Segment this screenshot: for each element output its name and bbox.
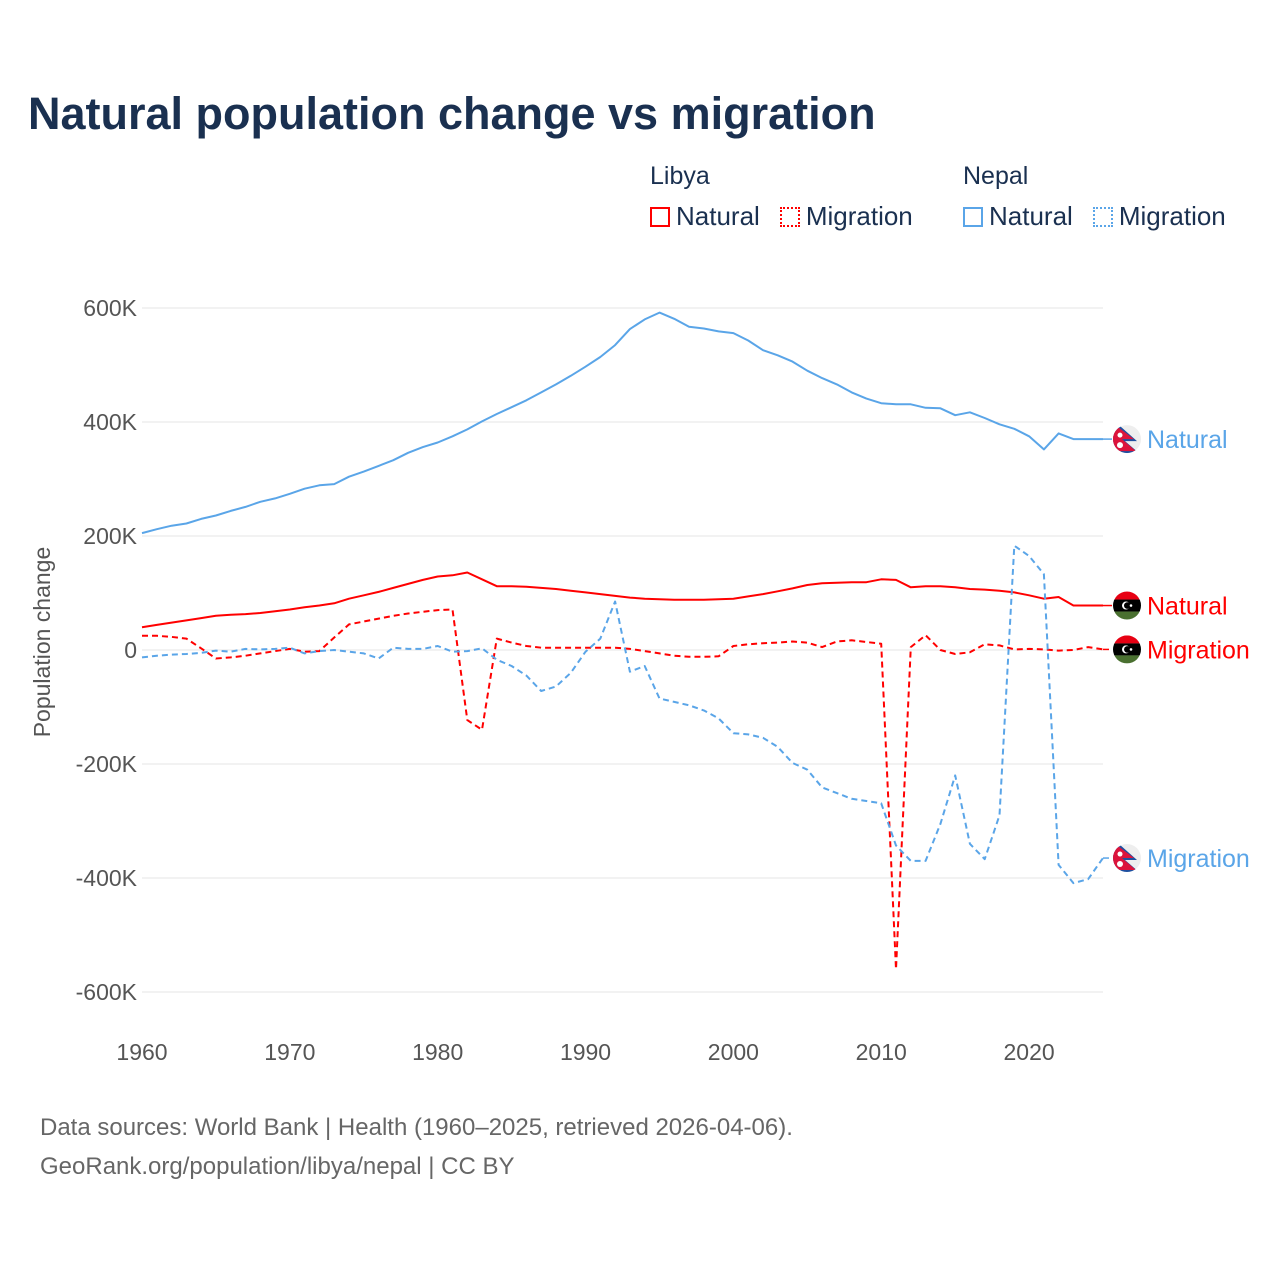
flag-stripe xyxy=(1113,611,1141,620)
chart-title: Natural population change vs migration xyxy=(28,88,876,139)
attribution-text: GeoRank.org/population/libya/nepal | CC … xyxy=(40,1153,515,1180)
y-tick-label: 0 xyxy=(124,637,137,663)
x-tick-label: 1990 xyxy=(560,1039,611,1065)
legend-group-label: Libya xyxy=(650,162,710,190)
x-tick-label: 2010 xyxy=(856,1039,907,1065)
legend-group-libya: Libya Natural Migration xyxy=(650,162,913,232)
solid-swatch-icon xyxy=(963,206,983,227)
chart-plot: 600K 400K 200K 0 -200K -400K -600K 1960 1970 1980… xyxy=(29,295,1250,1065)
series-line-libya-natural xyxy=(141,571,1103,629)
crescent-cut xyxy=(1124,646,1131,653)
data-source-text: Data sources: World Bank | Health (1960–… xyxy=(40,1114,793,1141)
star xyxy=(1129,604,1133,607)
y-tick-label: 600K xyxy=(83,295,137,321)
end-label: Natural xyxy=(1147,426,1228,454)
flag-stripe xyxy=(1113,591,1141,600)
legend-label: Migration xyxy=(1118,201,1226,231)
nepal-flag-icon xyxy=(1113,425,1141,454)
series-line-nepal-migration xyxy=(141,544,1104,885)
legend-group-label: Nepal xyxy=(963,162,1029,190)
flag-body xyxy=(1113,591,1141,620)
libya-flag-icon xyxy=(1113,591,1141,620)
solid-swatch-icon xyxy=(650,206,670,227)
x-tick-label: 1980 xyxy=(412,1039,463,1065)
x-tick-label: 1960 xyxy=(116,1039,167,1065)
y-tick-label: 400K xyxy=(83,409,137,435)
legend-item-libya-natural[interactable]: Natural xyxy=(650,201,760,232)
y-tick-label: -200K xyxy=(76,751,138,777)
libya-flag-icon xyxy=(1113,635,1141,664)
legend-label: Natural xyxy=(676,201,760,231)
y-tick-label: -600K xyxy=(76,979,138,1005)
dotted-swatch-icon xyxy=(1092,206,1113,227)
y-tick-label: -400K xyxy=(76,865,138,891)
flag-stripe xyxy=(1113,635,1141,644)
series-line-nepal-natural xyxy=(141,311,1103,535)
legend-item-nepal-natural[interactable]: Natural xyxy=(963,201,1073,232)
legend-label: Natural xyxy=(989,201,1073,231)
flag-stripe xyxy=(1113,655,1141,664)
legend-label: Migration xyxy=(805,201,913,231)
legend-item-libya-migration[interactable]: Migration xyxy=(779,201,913,232)
sun xyxy=(1117,442,1123,449)
end-label: Migration xyxy=(1147,845,1250,873)
y-axis-label: Population change xyxy=(29,547,55,738)
crescent-cut xyxy=(1124,602,1131,609)
nepal-flag-icon xyxy=(1113,844,1141,873)
y-tick-label: 200K xyxy=(83,523,137,549)
moon xyxy=(1117,851,1123,857)
x-tick-label: 2000 xyxy=(708,1039,759,1065)
star xyxy=(1129,648,1133,651)
flag-body xyxy=(1113,635,1141,664)
dotted-swatch-icon xyxy=(779,206,800,227)
series-line-libya-migration xyxy=(142,608,1104,971)
x-tick-label: 2020 xyxy=(1003,1039,1054,1065)
footer: Data sources: World Bank | Health (1960–… xyxy=(40,1108,793,1186)
end-label: Migration xyxy=(1147,636,1250,664)
sun xyxy=(1117,861,1123,868)
flag-body xyxy=(1113,844,1141,873)
legend-item-nepal-migration[interactable]: Migration xyxy=(1092,201,1226,232)
flag-body xyxy=(1113,425,1141,454)
moon xyxy=(1117,432,1123,438)
x-tick-label: 1970 xyxy=(264,1039,315,1065)
end-label: Natural xyxy=(1147,593,1228,621)
legend-group-nepal: Nepal Natural Migration xyxy=(963,162,1226,232)
